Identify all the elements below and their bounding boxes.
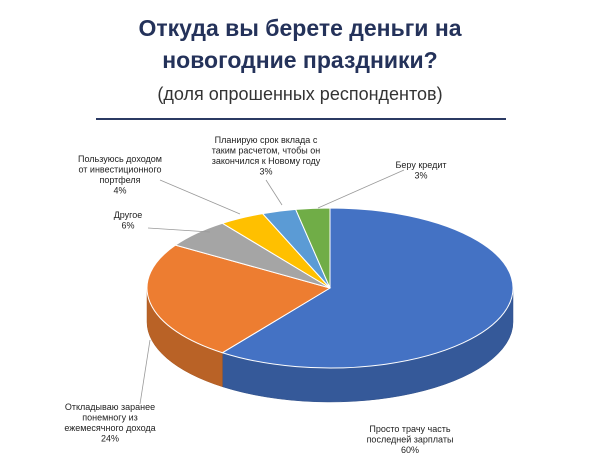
- slice-label-1-line-2: ежемесячного дохода: [64, 423, 155, 433]
- slice-label-4: Планирую срок вклада с таким расчетом, чт…: [212, 135, 321, 177]
- slice-label-1-line-0: Откладываю заранее: [65, 402, 155, 412]
- slice-1: [146, 244, 332, 354]
- leader-line-2: [147, 227, 211, 233]
- slice-label-1-line-1: понемногу из: [82, 413, 137, 423]
- slice-label-3-line-2: портфеля: [99, 175, 140, 185]
- title-divider: [96, 118, 506, 120]
- slice-label-2: Другое 6%: [114, 210, 143, 231]
- slice-label-0-line-1: последней зарплаты: [367, 435, 454, 445]
- slice-label-3-line-3: 4%: [113, 186, 126, 196]
- slice-label-0: Просто трачу часть последней зарплаты 60%: [367, 424, 454, 455]
- chart-title: Откуда вы берете деньги на новогодние пр…: [0, 12, 600, 76]
- leader-line-5: [317, 169, 405, 209]
- leader-line-1: [139, 339, 151, 405]
- slice-label-4-line-1: таким расчетом, чтобы он: [212, 146, 321, 156]
- slice-label-3: Пользуюсь доходом от инвестиционного портф…: [78, 154, 162, 196]
- chart-subtitle: (доля опрошенных респондентов): [157, 84, 443, 104]
- leader-line-3: [159, 179, 241, 215]
- slice-label-2-line-1: 6%: [121, 221, 134, 231]
- slice-label-4-line-0: Планирую срок вклада с: [215, 135, 318, 145]
- slice-label-5: Беру кредит 3%: [396, 160, 447, 181]
- slice-5: [294, 207, 331, 289]
- leader-lines: [139, 169, 405, 405]
- title-line-2: новогодние праздники?: [162, 47, 438, 73]
- slice-labels: Просто трачу часть последней зарплаты 60% О…: [64, 135, 453, 455]
- slice-label-3-line-0: Пользуюсь доходом: [78, 154, 162, 164]
- slice-label-5-line-0: Беру кредит: [396, 160, 447, 170]
- slice-label-4-line-3: 3%: [259, 167, 272, 177]
- slice-0: [221, 207, 514, 369]
- pie-top: [146, 207, 514, 369]
- leader-line-4: [265, 179, 283, 206]
- title-line-1: Откуда вы берете деньги на: [138, 15, 462, 41]
- slice-label-5-line-1: 3%: [414, 171, 427, 181]
- slice-label-1: Откладываю заранее понемногу из ежемесячно…: [64, 402, 155, 444]
- slice-label-0-line-0: Просто трачу часть: [369, 424, 450, 434]
- slice-label-0-line-2: 60%: [401, 445, 419, 455]
- slice-label-2-line-0: Другое: [114, 210, 143, 220]
- slice-label-4-line-2: закончился к Новому году: [212, 156, 321, 166]
- slice-label-3-line-1: от инвестиционного: [79, 165, 162, 175]
- slice-label-1-line-3: 24%: [101, 434, 119, 444]
